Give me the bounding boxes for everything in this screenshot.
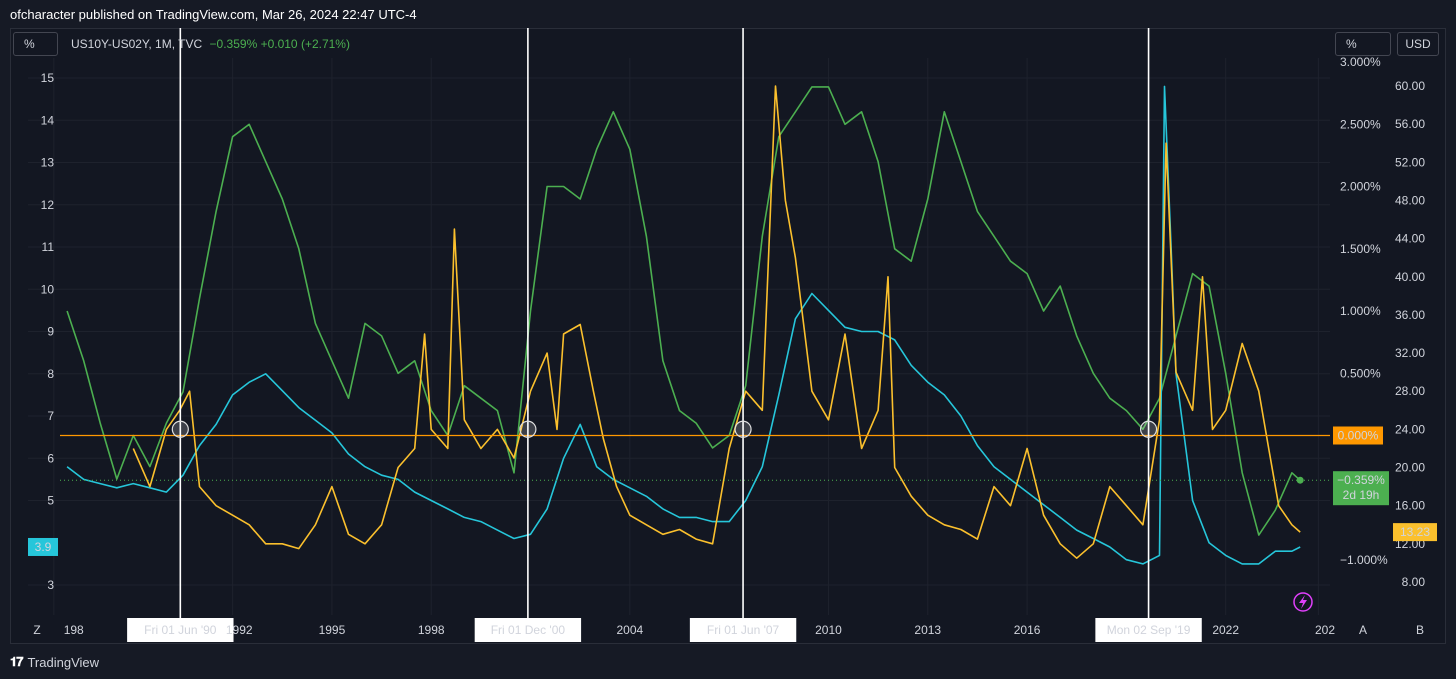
left-axis-badge-bg (28, 537, 58, 556)
current-price-badge-time: 2d 19h (1343, 488, 1380, 502)
right-pct-axis-tick-label: 2.000% (1340, 180, 1381, 194)
last-point-dot (1296, 476, 1304, 484)
event-marker-circle[interactable] (734, 420, 752, 438)
timezone-corner-label: Z (33, 623, 40, 637)
left-axis-tick-label: 15 (41, 71, 55, 85)
log-scale-toggle: B (1416, 623, 1424, 637)
zero-price-badge-bg (1333, 426, 1383, 445)
overlay-layer: Fri 01 Jun '90 Fri 01 Dec '00 Mon 02 Sep '… (60, 28, 1330, 642)
yellow-last-badge-bg (1393, 523, 1437, 542)
left-axis-badge-text: 3.9 (35, 540, 52, 554)
x-axis-tick-label: 198 (64, 623, 84, 637)
left-axis-tick-label: 9 (47, 325, 54, 339)
axis-layer: 198 1992 1995 1998 2004 2010 2013 2016 2022 202 15… (28, 55, 1437, 637)
event-date-label: Fri 01 Jun '90 (127, 618, 234, 642)
footer (0, 648, 1456, 679)
grid-lines (28, 58, 1330, 615)
zero-price-badge: 0.000% (1333, 426, 1383, 445)
yellow-series-line[interactable] (132, 85, 1301, 560)
series-layer (66, 85, 1301, 565)
x-axis-tick-label: 2004 (616, 623, 643, 637)
publish-caption: ofcharacter published on TradingView.com… (10, 7, 417, 22)
legend-symbol-name: US10Y-US02Y, 1M, TVC (71, 37, 203, 51)
cyan-series-line[interactable] (66, 85, 1301, 565)
event-marker-circle[interactable] (519, 420, 537, 438)
current-price-badge-bg (1333, 471, 1389, 506)
right-usd-axis-tick-label: 28.00 (1395, 384, 1425, 398)
yellow-last-badge: 13.23 (1393, 523, 1437, 542)
right-pct-axis-tick-label: 1.500% (1340, 242, 1381, 256)
right-pct-axis-tick-label: 0.500% (1340, 366, 1381, 380)
event-date-label: Fri 01 Jun '07 (689, 618, 797, 642)
event-date-label-bg (689, 618, 797, 642)
event-marker-circle[interactable] (171, 420, 189, 438)
auto-scale-toggle: A (1359, 623, 1367, 637)
event-date-label-text: Fri 01 Jun '07 (707, 623, 780, 637)
left-axis-tick-label: 8 (47, 367, 54, 381)
event-date-label-text: Fri 01 Jun '90 (144, 623, 217, 637)
left-axis-tick-label: 11 (42, 240, 55, 254)
left-axis-tick-label: 3 (47, 578, 54, 592)
right-usd-axis-tick-label: 36.00 (1395, 308, 1425, 322)
right-usd-axis-tick-label: 20.00 (1395, 461, 1425, 475)
right-pct-axis-tick-label: −1.000% (1340, 553, 1388, 567)
event-date-label-text: Fri 01 Dec '00 (491, 623, 566, 637)
top-bar: ofcharacter published on TradingView.com… (0, 0, 1456, 28)
lightning-alert-icon-bolt (1299, 595, 1307, 609)
x-axis-tick-label: 2016 (1014, 623, 1041, 637)
event-date-label: Mon 02 Sep '19 (1095, 618, 1202, 642)
event-marker-circle[interactable] (1139, 420, 1158, 438)
left-axis-tick-label: 10 (41, 282, 55, 296)
lightning-alert-icon[interactable] (1293, 592, 1313, 612)
right-usd-axis-tick-label: 16.00 (1395, 499, 1425, 513)
event-date-label: Fri 01 Dec '00 (474, 618, 582, 642)
x-axis-tick-label: 1998 (418, 623, 445, 637)
x-axis-tick-label: 1992 (226, 623, 253, 637)
tradingview-brand: TradingView (27, 654, 100, 670)
right-usd-axis-tick-label: 56.00 (1395, 117, 1425, 131)
x-axis-tick-label: 1995 (319, 623, 346, 637)
x-axis-tick-label: 2010 (815, 623, 842, 637)
right-percent-scale-button[interactable]: % (1335, 32, 1391, 56)
right-pct-axis-tick-label: 2.500% (1340, 117, 1381, 131)
event-date-label-text: Mon 02 Sep '19 (1107, 623, 1191, 637)
right-pct-axis-tick-label: 3.000% (1340, 55, 1381, 69)
right-usd-axis-tick-label: 24.00 (1395, 422, 1425, 436)
left-axis-tick-label: 6 (47, 451, 54, 465)
left-axis-tick-label: 14 (41, 113, 55, 127)
current-price-badge[interactable]: −0.359%2d 19h (1333, 471, 1389, 506)
right-usd-axis-tick-label: 60.00 (1395, 79, 1425, 93)
right-usd-axis-tick-label: 52.00 (1395, 155, 1425, 169)
right-usd-axis-tick-label: 8.00 (1402, 575, 1426, 589)
right-usd-scale-button[interactable]: USD (1397, 32, 1439, 56)
left-axis-tick-label: 13 (41, 156, 55, 170)
current-price-badge-value: −0.359% (1337, 473, 1385, 487)
right-usd-axis-tick-label: 44.00 (1395, 232, 1425, 246)
left-axis-tick-label: 7 (47, 409, 54, 423)
left-axis-tick-label: 12 (41, 198, 55, 212)
tradingview-logo[interactable]: 𝟏𝟕 TradingView (10, 654, 99, 670)
spread-series-line[interactable] (66, 86, 1301, 536)
tradingview-mark-icon: 𝟏𝟕 (10, 654, 24, 669)
right-usd-axis-tick-label: 48.00 (1395, 193, 1425, 207)
right-usd-axis-tick-label: 32.00 (1395, 346, 1425, 360)
event-date-label-bg (474, 618, 582, 642)
zero-price-badge-text: 0.000% (1338, 429, 1379, 443)
event-date-label-bg (1095, 618, 1202, 642)
right-usd-axis-tick-label: 40.00 (1395, 270, 1425, 284)
legend-symbol[interactable]: US10Y-US02Y, 1M, TVC −0.359% +0.010 (+2.… (71, 37, 350, 51)
lightning-alert-icon-ring (1293, 592, 1313, 612)
x-axis-tick-label: 2013 (914, 623, 941, 637)
left-axis-tick-label: 5 (47, 494, 54, 508)
left-axis-badge: 3.9 (28, 537, 58, 556)
left-scale-button[interactable]: % (13, 32, 58, 56)
x-axis-tick-label: 202 (1315, 623, 1335, 637)
legend-change: −0.359% +0.010 (+2.71%) (209, 37, 350, 51)
yellow-last-badge-text: 13.23 (1400, 525, 1430, 539)
right-pct-axis-tick-label: 1.000% (1340, 304, 1381, 318)
event-date-label-bg (127, 618, 234, 642)
x-axis-tick-label: 2022 (1212, 623, 1239, 637)
